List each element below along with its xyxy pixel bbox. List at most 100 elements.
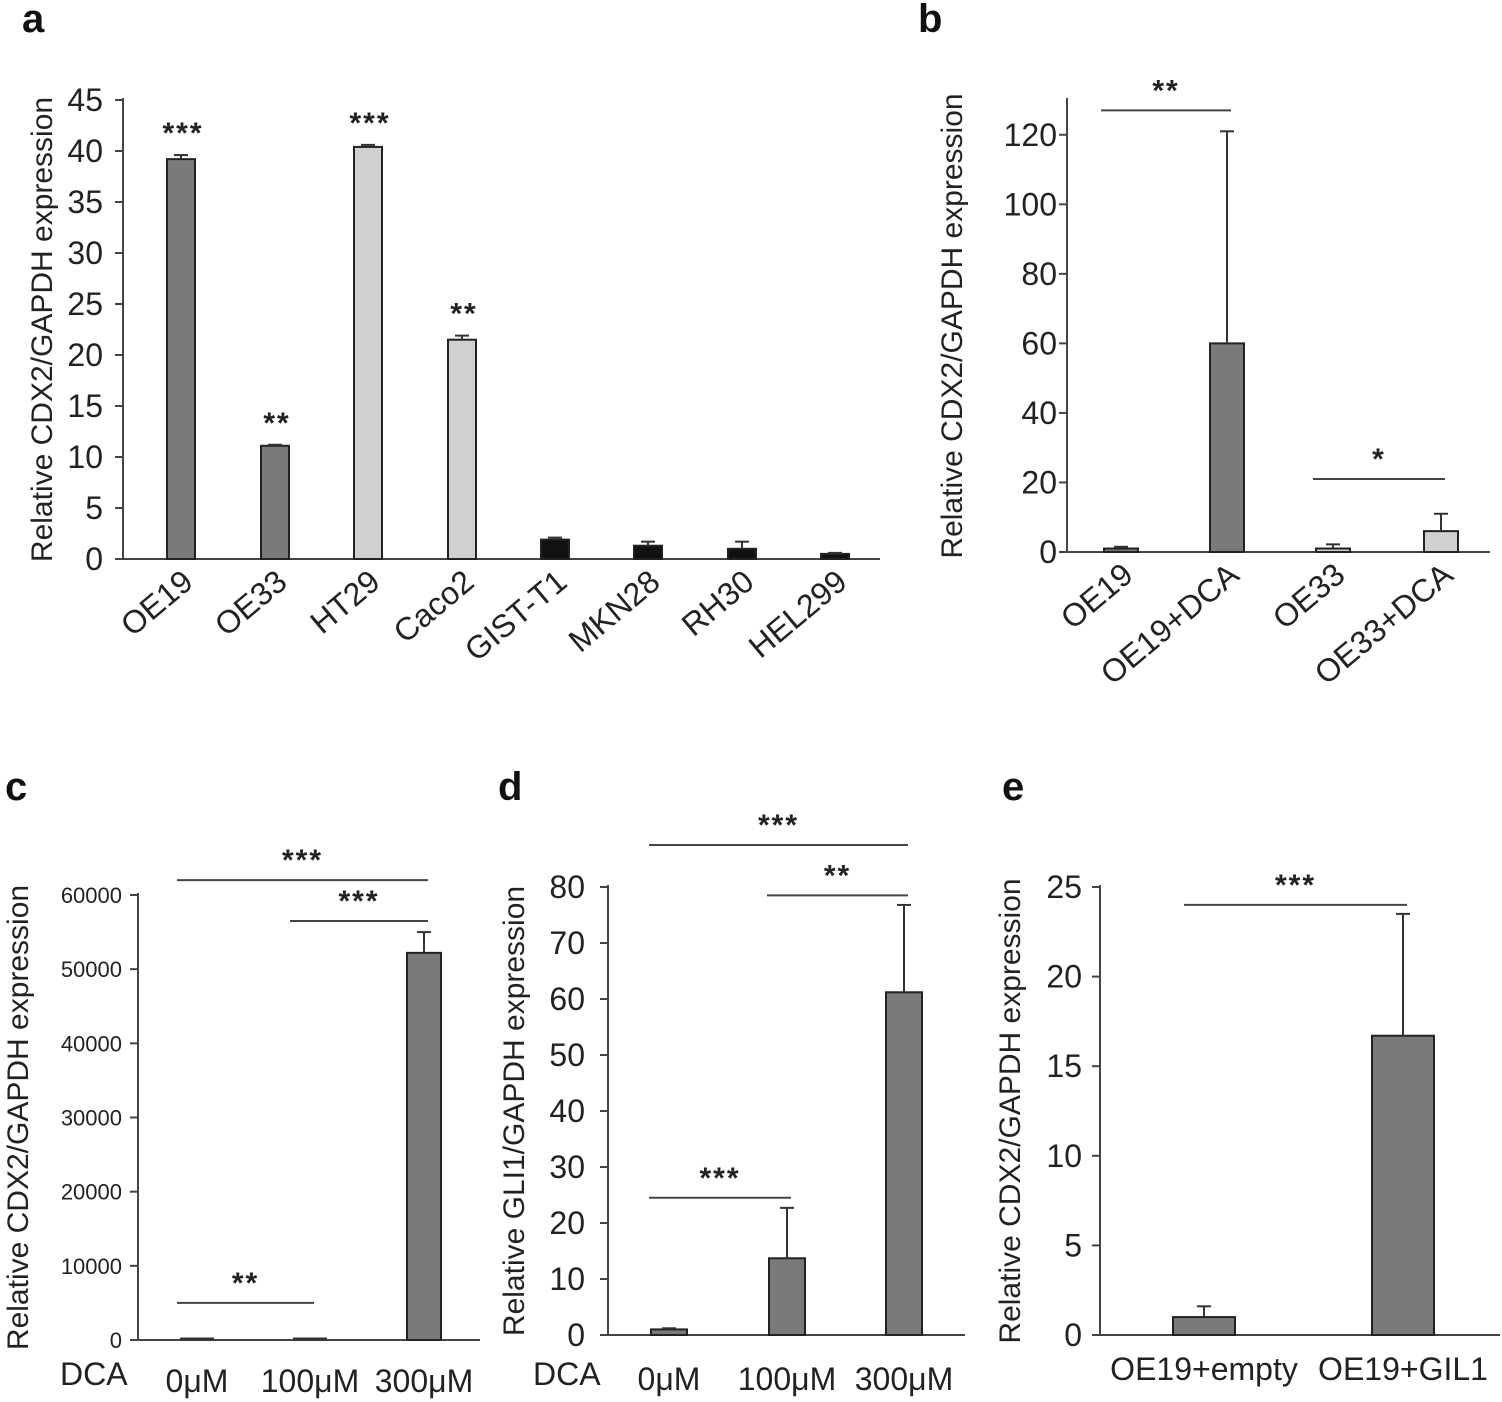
bar-0-m	[650, 1328, 688, 1337]
y-tick-label: 25	[67, 286, 103, 322]
panel-letter: a	[22, 0, 45, 41]
y-tick-label: 60000	[61, 883, 122, 908]
bar-oe19-gil1	[1371, 1034, 1435, 1336]
x-tick-label: 300μM	[855, 1361, 953, 1397]
y-tick-label: 30000	[61, 1106, 122, 1131]
significance-label: **	[1152, 74, 1179, 107]
y-tick-label: 10000	[61, 1254, 122, 1279]
y-tick-label: 50000	[61, 957, 122, 982]
y-tick-label: 30	[549, 1149, 585, 1185]
bar-mkn28	[633, 544, 663, 560]
bar-100-m	[768, 1257, 806, 1337]
y-tick-label: 20000	[61, 1180, 122, 1205]
y-tick-label: 0	[1039, 534, 1057, 570]
y-tick-label: 40	[1021, 395, 1057, 431]
y-tick-label: 10	[1046, 1138, 1082, 1174]
bar-oe19	[1103, 547, 1139, 553]
y-axis-label: Relative GLI1/GAPDH expression	[498, 886, 531, 1336]
x-tick-label: 0μM	[638, 1361, 701, 1397]
y-tick-label: 30	[67, 235, 103, 271]
significance-label: ***	[282, 844, 323, 877]
significance-label: ***	[349, 107, 390, 140]
x-tick-label: 100μM	[738, 1361, 836, 1397]
x-tick-label: OE19+GIL1	[1318, 1351, 1488, 1387]
bar-hel299	[820, 552, 850, 561]
y-axis-label: Relative CDX2/GAPDH expression	[936, 93, 969, 558]
y-tick-label: 5	[85, 490, 103, 526]
significance-label: **	[232, 1267, 259, 1300]
bar-caco2	[447, 338, 477, 561]
y-tick-label: 40	[549, 1093, 585, 1129]
significance-label: **	[450, 298, 477, 331]
y-tick-label: 20	[67, 337, 103, 373]
y-tick-label: 0	[85, 541, 103, 577]
y-axis-label: Relative CDX2/GAPDH expression	[994, 878, 1027, 1343]
y-tick-label: 0	[1064, 1317, 1082, 1353]
panel-e-chart: e 0 5 10 15 20 25 Relative CDX2/GAPDH expressio…	[994, 765, 1500, 1387]
y-tick-label: 0	[110, 1328, 122, 1353]
y-tick-label: 100	[1004, 186, 1057, 222]
significance-label: ***	[338, 885, 379, 918]
y-tick-label: 20	[1046, 959, 1082, 995]
y-axis-label: Relative CDX2/GAPDH expression	[2, 885, 35, 1350]
significance-label: ***	[162, 117, 203, 150]
y-tick-label: 20	[549, 1205, 585, 1241]
panel-b-chart: b 0 20 40 60 80 100 120 Relative CDX2/GAPDH expr…	[918, 0, 1490, 691]
y-tick-label: 40	[67, 133, 103, 169]
y-tick-label: 25	[1046, 869, 1082, 905]
x-tick-label: HT29	[303, 563, 386, 641]
x-tick-label: 0μM	[166, 1363, 229, 1399]
bar-gist-t1	[540, 538, 570, 560]
y-tick-label: 5	[1064, 1227, 1082, 1263]
bar-oe19-dca	[1209, 342, 1245, 553]
bar-ht29	[353, 145, 383, 560]
y-tick-label: 45	[67, 82, 103, 118]
y-tick-label: 10	[549, 1261, 585, 1297]
panel-letter: d	[498, 765, 522, 809]
panel-c-chart: c 0 10000 20000 30000 40000 50000 60000 Relative…	[2, 765, 480, 1399]
x-tick-label: OE33	[208, 563, 294, 643]
x-tick-label: GIST-T1	[458, 563, 574, 668]
x-tick-label: OE19+empty	[1110, 1351, 1298, 1387]
bar-oe19	[166, 158, 196, 560]
bar-oe19-empty	[1172, 1316, 1236, 1336]
panel-letter: c	[5, 765, 27, 809]
bar-oe33-dca	[1423, 530, 1459, 554]
y-tick-label: 40000	[61, 1031, 122, 1056]
significance-label: ***	[758, 809, 799, 842]
x-tick-label: HEL299	[742, 563, 854, 665]
bar-rh30	[727, 547, 757, 560]
y-tick-label: 20	[1021, 464, 1057, 500]
significance-label: **	[263, 407, 290, 440]
bar-oe33	[260, 444, 290, 560]
y-tick-label: 10	[67, 439, 103, 475]
x-tick-label: 100μM	[261, 1363, 359, 1399]
y-axis-label: Relative CDX2/GAPDH expression	[26, 97, 59, 562]
x-tick-label: OE33	[1266, 556, 1352, 636]
y-tick-label: 15	[67, 388, 103, 424]
x-tick-label: MKN28	[562, 563, 667, 659]
significance-label: ***	[699, 1162, 740, 1195]
significance-label: *	[1372, 443, 1386, 476]
y-tick-label: 0	[567, 1317, 585, 1353]
panel-d-chart: d 0 10 20 30 40 50 60 70 80 Relative GLI1/GAPDH ex…	[498, 765, 965, 1397]
y-tick-label: 60	[1021, 325, 1057, 361]
panel-letter: e	[1002, 765, 1024, 809]
bar-300-m	[885, 991, 923, 1337]
y-tick-label: 80	[1021, 256, 1057, 292]
x-tick-label: 300μM	[375, 1363, 473, 1399]
y-tick-label: 120	[1004, 117, 1057, 153]
x-group-label: DCA	[60, 1356, 128, 1392]
x-tick-label: OE19	[1054, 556, 1140, 636]
x-tick-label: OE19	[114, 563, 200, 643]
significance-label: ***	[1275, 869, 1316, 902]
y-tick-label: 70	[549, 925, 585, 961]
y-tick-label: 35	[67, 184, 103, 220]
y-tick-label: 50	[549, 1037, 585, 1073]
y-tick-label: 60	[549, 981, 585, 1017]
panel-letter: b	[918, 0, 942, 41]
y-tick-label: 15	[1046, 1048, 1082, 1084]
significance-label: **	[824, 859, 851, 892]
